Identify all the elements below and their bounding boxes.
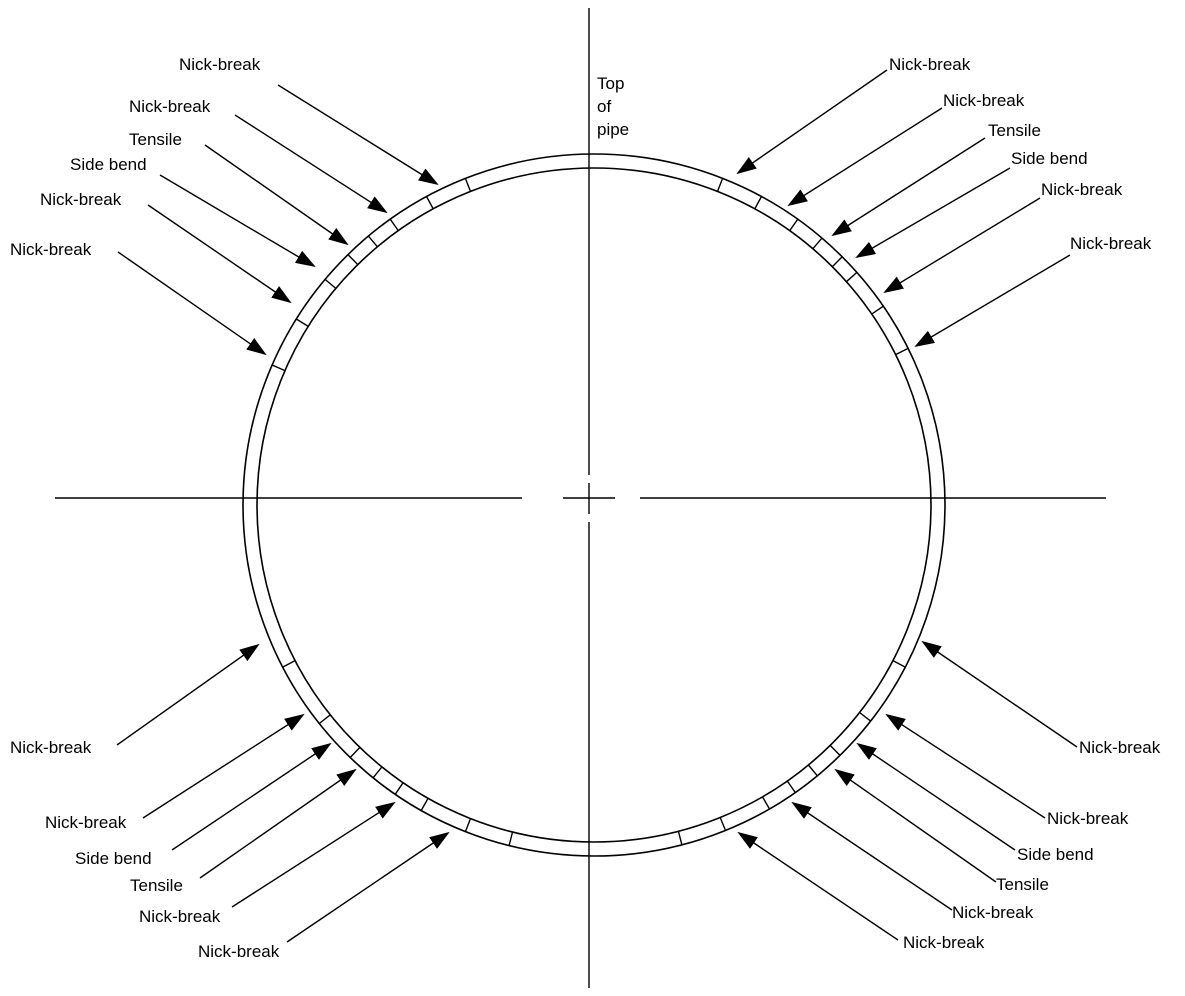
specimen-boundary-tick xyxy=(859,711,872,722)
specimen-label-upper-left-4: Side bend xyxy=(70,155,147,174)
specimen-boundary-tick xyxy=(425,196,434,210)
leader-arrow xyxy=(914,254,1071,348)
specimen-boundary-tick xyxy=(324,278,337,289)
specimen-boundary-tick xyxy=(318,714,331,725)
specimen-boundary-tick xyxy=(871,305,884,315)
specimen-boundary-tick xyxy=(367,235,378,248)
specimen-label-lower-right-4: Tensile xyxy=(996,875,1049,894)
leader-arrow xyxy=(231,801,396,908)
specimen-boundary-tick xyxy=(677,831,683,845)
leader-arrow xyxy=(855,167,1011,259)
specimen-boundary-tick xyxy=(807,764,818,777)
leader-arrow xyxy=(117,251,267,356)
specimen-boundary-tick xyxy=(347,254,359,266)
leader-arrow xyxy=(234,114,388,214)
specimen-boundary-tick xyxy=(372,766,383,779)
specimen-boundary-tick xyxy=(464,818,472,832)
specimen-label-upper-right-5: Nick-break xyxy=(1041,180,1123,199)
specimen-label-upper-left-6: Nick-break xyxy=(10,240,92,259)
leader-arrow xyxy=(277,84,439,186)
specimen-label-upper-left-3: Tensile xyxy=(129,130,182,149)
specimen-boundary-tick xyxy=(282,659,296,668)
leader-arrow xyxy=(204,144,349,246)
top-of-pipe-label-line-2: of xyxy=(597,97,611,116)
specimen-boundary-tick xyxy=(295,318,309,327)
pipe-outer-wall xyxy=(242,153,946,857)
specimen-label-upper-right-2: Nick-break xyxy=(943,91,1025,110)
leader-arrow xyxy=(831,137,986,237)
specimen-label-upper-left-1: Nick-break xyxy=(179,55,261,74)
leader-arrow xyxy=(147,204,292,304)
leader-arrow xyxy=(834,768,997,883)
specimen-boundary-tick xyxy=(831,256,843,268)
specimen-label-lower-right-6: Nick-break xyxy=(903,933,985,952)
specimen-label-upper-left-2: Nick-break xyxy=(129,97,211,116)
specimen-boundary-tick xyxy=(789,218,799,232)
specimen-label-lower-left-4: Tensile xyxy=(130,876,183,895)
specimen-boundary-tick xyxy=(464,178,472,192)
specimen-boundary-tick xyxy=(389,218,399,232)
specimen-label-upper-right-3: Tensile xyxy=(988,121,1041,140)
leader-arrow xyxy=(116,643,260,746)
top-of-pipe-label-line-1: Top xyxy=(597,74,624,93)
specimen-label-lower-right-5: Nick-break xyxy=(952,903,1034,922)
specimen-label-lower-left-2: Nick-break xyxy=(45,813,127,832)
leader-arrow xyxy=(791,801,953,911)
leader-arrow xyxy=(856,742,1016,851)
specimen-label-lower-left-1: Nick-break xyxy=(10,738,92,757)
specimen-arrows xyxy=(116,69,1078,943)
leader-arrow xyxy=(142,713,305,819)
leader-arrow xyxy=(159,174,316,268)
specimen-boundary-tick xyxy=(394,782,404,795)
leader-arrow xyxy=(787,107,943,207)
specimen-boundary-tick xyxy=(895,347,909,356)
specimen-boundary-tick xyxy=(786,780,796,793)
leader-arrow xyxy=(171,742,332,851)
leader-arrow xyxy=(736,69,888,175)
specimen-label-lower-right-3: Side bend xyxy=(1017,845,1094,864)
specimen-boundary-tick xyxy=(761,796,771,810)
specimen-label-lower-left-3: Side bend xyxy=(75,849,152,868)
specimen-boundary-tick xyxy=(271,364,286,372)
specimen-boundary-tick xyxy=(845,271,858,283)
top-of-pipe-label-line-3: pipe xyxy=(597,120,629,139)
specimen-boundary-tick xyxy=(892,659,906,668)
specimen-boundary-tick xyxy=(420,797,429,811)
specimen-boundary-tick xyxy=(349,746,361,758)
pipe-inner-wall xyxy=(256,167,932,843)
specimen-label-upper-right-6: Nick-break xyxy=(1070,234,1152,253)
leader-arrow xyxy=(737,831,899,941)
leader-arrow xyxy=(883,197,1041,294)
leader-arrow xyxy=(199,768,357,879)
specimen-boundary-tick xyxy=(812,237,823,250)
leader-arrow xyxy=(921,640,1078,748)
specimen-label-lower-right-2: Nick-break xyxy=(1047,809,1129,828)
leader-arrow xyxy=(885,713,1046,819)
specimen-boundary-tick xyxy=(829,744,841,756)
specimen-boundary-ticks xyxy=(271,178,909,846)
leader-arrow xyxy=(286,831,450,943)
specimen-label-upper-right-4: Side bend xyxy=(1011,149,1088,168)
specimen-label-lower-left-5: Nick-break xyxy=(139,907,221,926)
specimen-label-upper-right-1: Nick-break xyxy=(889,55,971,74)
specimen-label-lower-left-6: Nick-break xyxy=(198,942,280,961)
specimen-boundary-tick xyxy=(754,196,763,210)
specimen-boundary-tick xyxy=(719,817,727,831)
specimen-boundary-tick xyxy=(716,178,724,192)
specimen-label-upper-left-5: Nick-break xyxy=(40,190,122,209)
specimen-label-lower-right-1: Nick-break xyxy=(1079,738,1161,757)
specimen-boundary-tick xyxy=(508,831,514,846)
